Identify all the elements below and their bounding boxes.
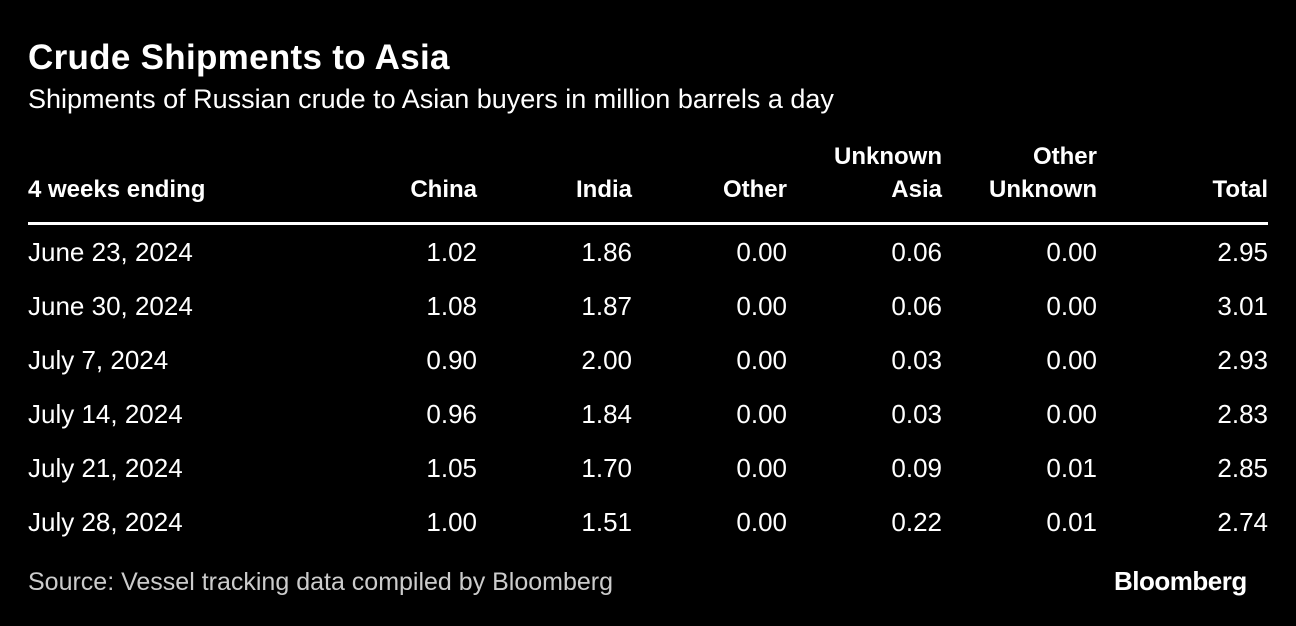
- cell-total: 2.83: [1217, 398, 1268, 429]
- cell-other: 0.00: [736, 398, 787, 429]
- cell-unknown-asia: 0.03: [891, 344, 942, 375]
- header-total: Total: [1097, 140, 1268, 225]
- cell-total: 2.85: [1217, 452, 1268, 483]
- cell-unknown-asia: 0.03: [891, 398, 942, 429]
- cell-total: 2.95: [1217, 236, 1268, 267]
- cell-india: 1.87: [581, 290, 632, 321]
- header-row: 4 weeks ending China India Other Unknown…: [28, 140, 1268, 225]
- header-unknown-asia: Unknown Asia: [787, 140, 942, 225]
- cell-india: 1.70: [581, 452, 632, 483]
- cell-date: July 21, 2024: [28, 452, 183, 483]
- cell-china: 1.02: [426, 236, 477, 267]
- cell-china: 1.00: [426, 506, 477, 537]
- cell-china: 1.08: [426, 290, 477, 321]
- cell-total: 2.74: [1217, 506, 1268, 537]
- cell-india: 1.86: [581, 236, 632, 267]
- cell-other: 0.00: [736, 344, 787, 375]
- source-note: Source: Vessel tracking data compiled by…: [28, 568, 614, 596]
- cell-india: 1.84: [581, 398, 632, 429]
- table-row: July 7, 2024 0.90 2.00 0.00 0.03 0.00 2.…: [28, 333, 1268, 387]
- cell-other: 0.00: [736, 506, 787, 537]
- header-china: China: [322, 140, 477, 225]
- cell-other-unknown: 0.00: [1046, 344, 1097, 375]
- cell-other-unknown: 0.01: [1046, 452, 1097, 483]
- header-other-unknown: Other Unknown: [942, 140, 1097, 225]
- table-row: July 14, 2024 0.96 1.84 0.00 0.03 0.00 2…: [28, 387, 1268, 441]
- cell-china: 0.90: [426, 344, 477, 375]
- cell-date: July 14, 2024: [28, 398, 183, 429]
- cell-china: 1.05: [426, 452, 477, 483]
- table-row: June 30, 2024 1.08 1.87 0.00 0.06 0.00 3…: [28, 279, 1268, 333]
- cell-other-unknown: 0.00: [1046, 290, 1097, 321]
- chart-subtitle: Shipments of Russian crude to Asian buye…: [28, 84, 834, 114]
- header-other: Other: [632, 140, 787, 225]
- cell-date: July 7, 2024: [28, 344, 169, 375]
- bloomberg-logo: Bloomberg: [1114, 566, 1247, 596]
- cell-total: 3.01: [1217, 290, 1268, 321]
- cell-india: 2.00: [581, 344, 632, 375]
- cell-unknown-asia: 0.09: [891, 452, 942, 483]
- cell-other: 0.00: [736, 290, 787, 321]
- cell-other-unknown: 0.00: [1046, 236, 1097, 267]
- cell-other: 0.00: [736, 452, 787, 483]
- header-week-ending: 4 weeks ending: [28, 140, 322, 225]
- table-row: June 23, 2024 1.02 1.86 0.00 0.06 0.00 2…: [28, 224, 1268, 280]
- cell-date: June 30, 2024: [28, 290, 193, 321]
- cell-other-unknown: 0.00: [1046, 398, 1097, 429]
- cell-unknown-asia: 0.22: [891, 506, 942, 537]
- cell-date: June 23, 2024: [28, 236, 193, 267]
- cell-date: July 28, 2024: [28, 506, 183, 537]
- table-row: July 21, 2024 1.05 1.70 0.00 0.09 0.01 2…: [28, 441, 1268, 495]
- cell-china: 0.96: [426, 398, 477, 429]
- cell-other-unknown: 0.01: [1046, 506, 1097, 537]
- data-table: 4 weeks ending China India Other Unknown…: [28, 140, 1268, 549]
- cell-unknown-asia: 0.06: [891, 236, 942, 267]
- chart-title: Crude Shipments to Asia: [28, 38, 450, 77]
- header-india: India: [477, 140, 632, 225]
- cell-unknown-asia: 0.06: [891, 290, 942, 321]
- cell-other: 0.00: [736, 236, 787, 267]
- table-row: July 28, 2024 1.00 1.51 0.00 0.22 0.01 2…: [28, 495, 1268, 549]
- cell-total: 2.93: [1217, 344, 1268, 375]
- cell-india: 1.51: [581, 506, 632, 537]
